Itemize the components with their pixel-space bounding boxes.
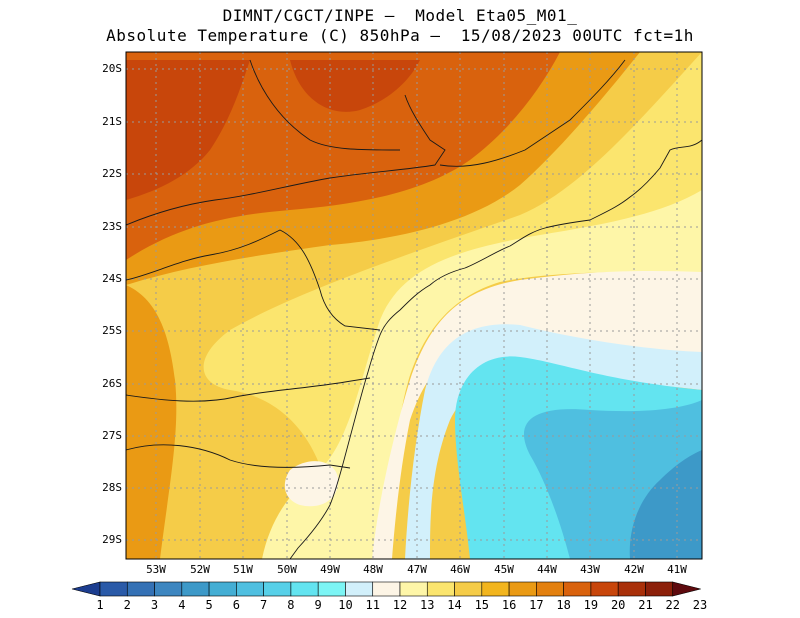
colorbar-cell [126, 581, 155, 597]
colorbar-cell [399, 581, 428, 597]
lon-label: 41W [667, 563, 687, 576]
colorbar-cell [208, 581, 237, 597]
coastline [289, 139, 702, 559]
colorbar-cell [236, 581, 264, 597]
lon-label: 49W [320, 563, 340, 576]
graticule [126, 52, 702, 559]
colorbar-arrow-low [71, 581, 101, 597]
colorbar-label: 13 [420, 598, 435, 612]
colorbar-cell [317, 581, 346, 597]
band-20 [126, 60, 250, 200]
colorbar-label: 20 [610, 598, 626, 612]
colorbar-label: 12 [392, 598, 408, 612]
lon-label: 42W [624, 563, 644, 576]
band-14 [203, 52, 702, 559]
colorbar-label: 22 [665, 598, 680, 612]
colorbar-cell [563, 581, 592, 597]
lat-label: 24S [102, 272, 122, 285]
colorbar-cell [99, 581, 128, 597]
lon-label: 45W [494, 563, 514, 576]
colorbar-cell [263, 581, 292, 597]
colorbar-label: 16 [501, 598, 517, 612]
colorbar-cell [617, 581, 646, 597]
colorbar-label: 19 [583, 598, 599, 612]
colorbar-label: 2 [123, 598, 131, 612]
colorbar-label: 18 [556, 598, 571, 612]
lon-label: 43W [580, 563, 600, 576]
lon-label: 47W [407, 563, 427, 576]
colorbar-cell [454, 581, 483, 597]
lon-label: 50W [277, 563, 297, 576]
colorbar-cell [645, 581, 674, 597]
colorbar-cell [181, 581, 210, 597]
colorbar-arrow-high [672, 581, 701, 597]
border-mg-rj-es [439, 59, 626, 167]
colorbar-label: 7 [260, 598, 268, 612]
lon-label: 48W [363, 563, 383, 576]
band-12-south [284, 461, 339, 507]
colorbar-label: 15 [474, 598, 490, 612]
border-pr-sc [126, 377, 371, 402]
lat-label: 23S [102, 220, 122, 233]
lat-label: 21S [102, 115, 122, 128]
border-ms-gap [249, 59, 401, 151]
border-sc-rs [126, 444, 351, 469]
colorbar-label: 11 [365, 598, 380, 612]
colorbar-label: 3 [150, 598, 159, 612]
band-20b [290, 60, 420, 112]
temperature-field [126, 52, 702, 559]
colorbar-cell [481, 581, 510, 597]
colorbar-label: 1 [96, 598, 104, 612]
colorbar-cell [426, 581, 455, 597]
colorbar-label: 21 [638, 598, 653, 612]
colorbar-label: 23 [692, 598, 708, 612]
colorbar-cells [71, 581, 701, 597]
colorbar-label: 9 [314, 598, 322, 612]
colorbar-cell [590, 581, 619, 597]
map-title-line-2: Absolute Temperature (C) 850hPa – 15/08/… [106, 26, 694, 45]
colorbar-label: 4 [178, 598, 186, 612]
colorbar-cell [536, 581, 564, 597]
lat-label: 27S [102, 429, 122, 442]
lat-label: 28S [102, 481, 122, 494]
lon-label: 53W [146, 563, 166, 576]
colorbar-cell [372, 581, 401, 597]
border-sp-pr [126, 229, 381, 331]
colorbar-label: 17 [529, 598, 544, 612]
band-8 [629, 450, 702, 559]
map-title-line-1: DIMNT/CGCT/INPE – Model Eta05_M01_ [222, 6, 578, 25]
colorbar-cell [290, 581, 319, 597]
plot-frame [125, 51, 703, 560]
band-19 [126, 52, 560, 260]
colorbar-label: 10 [338, 598, 353, 612]
border-mg-sp [126, 94, 446, 226]
lon-label: 46W [450, 563, 470, 576]
band-17-west [126, 285, 177, 559]
lat-label: 20S [102, 62, 122, 75]
band-13 [262, 190, 702, 559]
colorbar-label: 14 [447, 598, 462, 612]
lat-label: 22S [102, 167, 122, 180]
colorbar-cell [345, 581, 374, 597]
colorbar-cell [508, 581, 537, 597]
lat-label: 29S [102, 533, 122, 546]
colorbar-label: 8 [287, 598, 295, 612]
colorbar-cell [154, 581, 183, 597]
colorbar-label: 6 [232, 598, 240, 612]
lon-label: 51W [233, 563, 253, 576]
borders [126, 59, 702, 559]
colorbar-label: 5 [205, 598, 213, 612]
lon-label: 52W [190, 563, 210, 576]
lon-label: 44W [537, 563, 557, 576]
lat-label: 25S [102, 324, 122, 337]
lat-label: 26S [102, 377, 122, 390]
